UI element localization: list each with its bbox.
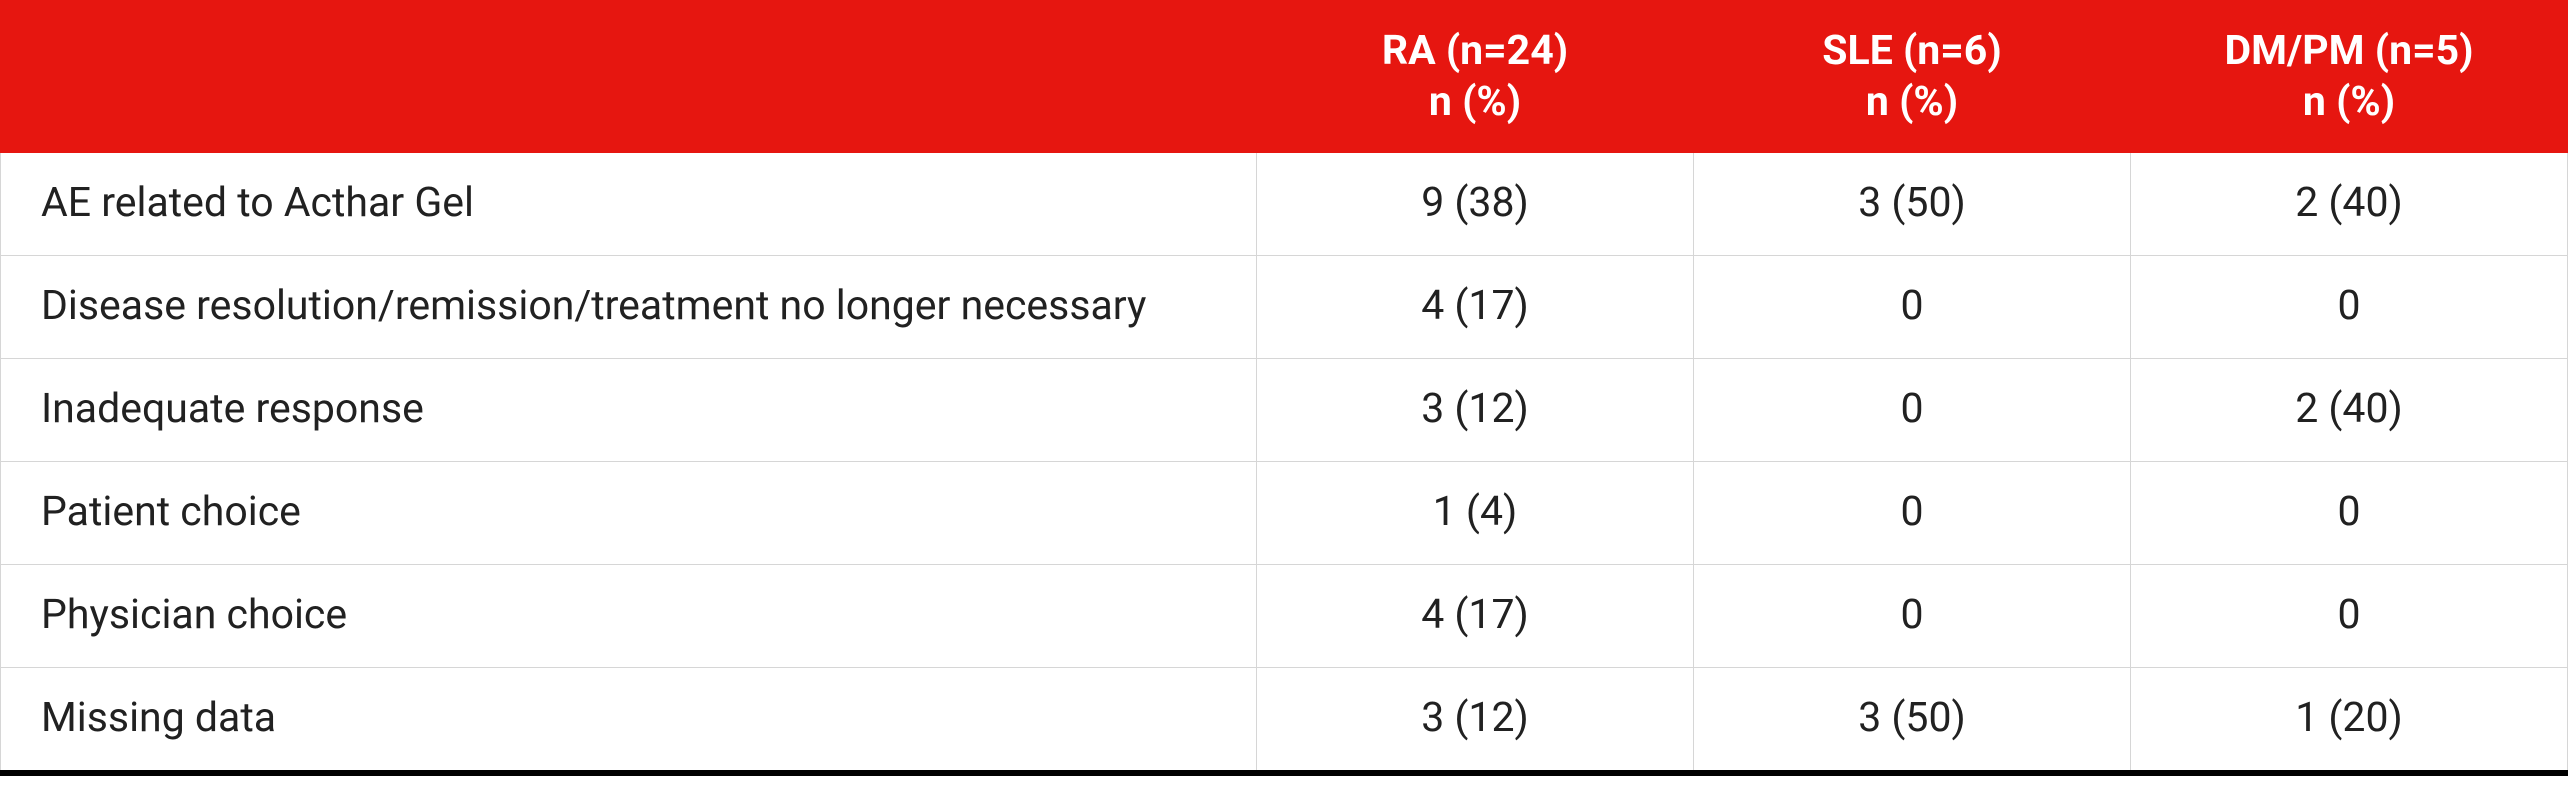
col-header-dmpm: DM/PM (n=5) n (%) bbox=[2131, 1, 2568, 153]
col-header-sle-line2: n (%) bbox=[1704, 77, 2120, 128]
cell-sle: 0 bbox=[1694, 461, 2131, 564]
row-label: Missing data bbox=[1, 667, 1257, 773]
table-row: AE related to Acthar Gel 9 (38) 3 (50) 2… bbox=[1, 153, 2568, 256]
col-header-ra-line2: n (%) bbox=[1267, 77, 1683, 128]
cell-sle: 0 bbox=[1694, 564, 2131, 667]
cell-dmpm: 0 bbox=[2131, 255, 2568, 358]
cell-dmpm: 1 (20) bbox=[2131, 667, 2568, 773]
col-header-dmpm-line1: DM/PM (n=5) bbox=[2141, 26, 2557, 77]
table-header: RA (n=24) n (%) SLE (n=6) n (%) DM/PM (n… bbox=[1, 1, 2568, 153]
col-header-dmpm-line2: n (%) bbox=[2141, 77, 2557, 128]
row-label: Physician choice bbox=[1, 564, 1257, 667]
cell-ra: 3 (12) bbox=[1257, 358, 1694, 461]
col-header-sle: SLE (n=6) n (%) bbox=[1694, 1, 2131, 153]
cell-sle: 3 (50) bbox=[1694, 153, 2131, 256]
cell-ra: 9 (38) bbox=[1257, 153, 1694, 256]
cell-sle: 0 bbox=[1694, 358, 2131, 461]
cell-dmpm: 2 (40) bbox=[2131, 153, 2568, 256]
row-label: Disease resolution/remission/treatment n… bbox=[1, 255, 1257, 358]
col-header-ra: RA (n=24) n (%) bbox=[1257, 1, 1694, 153]
cell-ra: 4 (17) bbox=[1257, 255, 1694, 358]
col-header-ra-line1: RA (n=24) bbox=[1267, 26, 1683, 77]
cell-ra: 1 (4) bbox=[1257, 461, 1694, 564]
table-row: Physician choice 4 (17) 0 0 bbox=[1, 564, 2568, 667]
cell-sle: 3 (50) bbox=[1694, 667, 2131, 773]
cell-dmpm: 0 bbox=[2131, 461, 2568, 564]
cell-dmpm: 2 (40) bbox=[2131, 358, 2568, 461]
table-header-row: RA (n=24) n (%) SLE (n=6) n (%) DM/PM (n… bbox=[1, 1, 2568, 153]
discontinuation-reasons-table: RA (n=24) n (%) SLE (n=6) n (%) DM/PM (n… bbox=[0, 0, 2568, 776]
row-label: Patient choice bbox=[1, 461, 1257, 564]
row-label: AE related to Acthar Gel bbox=[1, 153, 1257, 256]
table-row: Patient choice 1 (4) 0 0 bbox=[1, 461, 2568, 564]
cell-sle: 0 bbox=[1694, 255, 2131, 358]
table-row: Disease resolution/remission/treatment n… bbox=[1, 255, 2568, 358]
col-header-blank bbox=[1, 1, 1257, 153]
cell-ra: 3 (12) bbox=[1257, 667, 1694, 773]
table-row: Inadequate response 3 (12) 0 2 (40) bbox=[1, 358, 2568, 461]
table-body: AE related to Acthar Gel 9 (38) 3 (50) 2… bbox=[1, 153, 2568, 773]
table-row: Missing data 3 (12) 3 (50) 1 (20) bbox=[1, 667, 2568, 773]
col-header-sle-line1: SLE (n=6) bbox=[1704, 26, 2120, 77]
cell-ra: 4 (17) bbox=[1257, 564, 1694, 667]
row-label: Inadequate response bbox=[1, 358, 1257, 461]
cell-dmpm: 0 bbox=[2131, 564, 2568, 667]
